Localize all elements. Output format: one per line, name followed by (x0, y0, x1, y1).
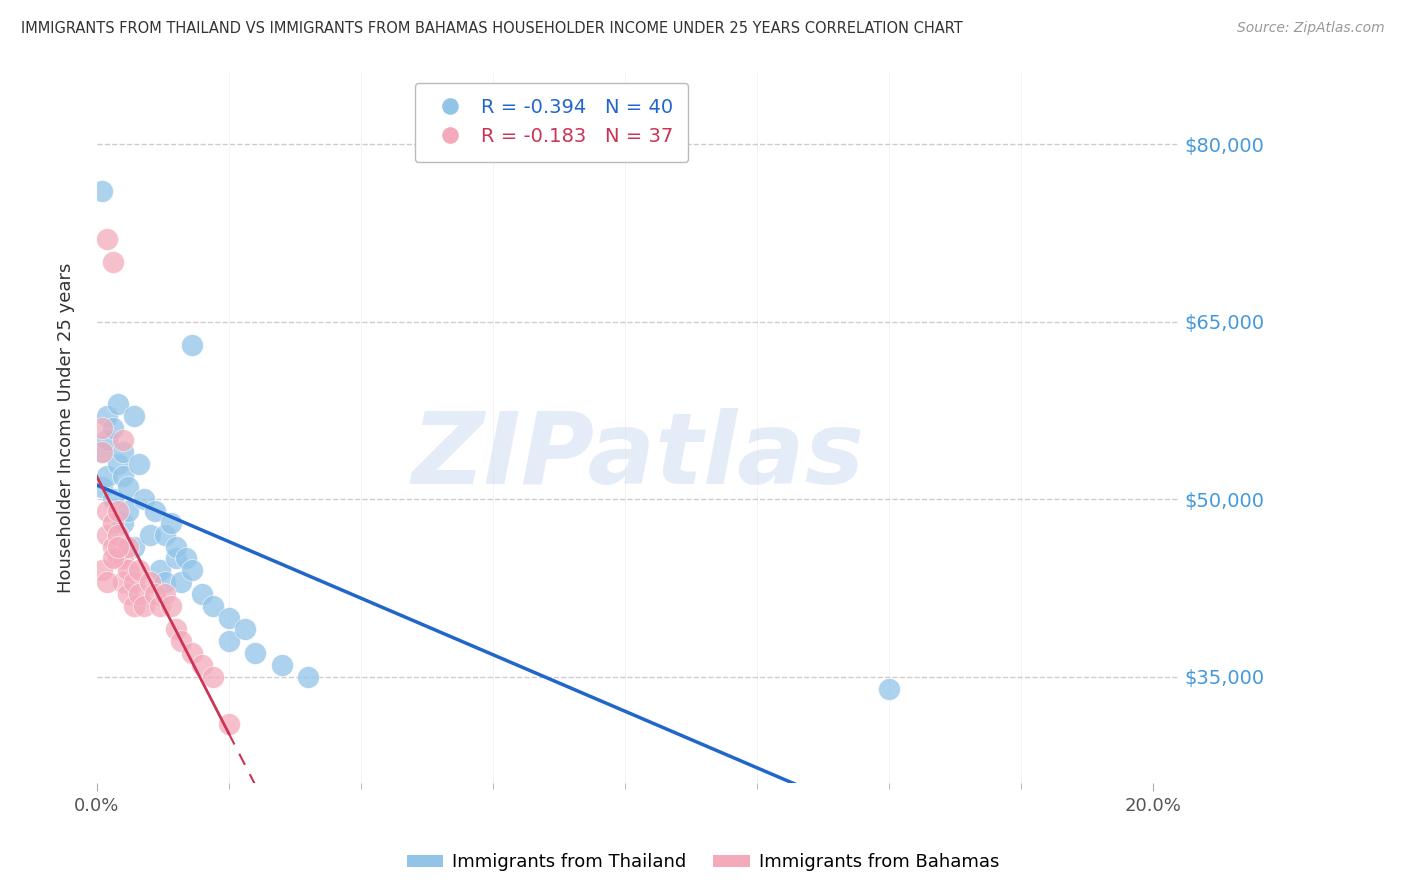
Point (176, 551, 198, 566)
Point (107, 457, 129, 471)
Point (117, 480, 139, 494)
Point (91, 445, 114, 459)
Point (180, 338, 202, 352)
Point (218, 634, 240, 648)
Point (101, 551, 124, 566)
Point (91, 563, 114, 577)
Point (143, 587, 166, 601)
Point (112, 551, 135, 566)
Point (191, 587, 214, 601)
Point (218, 717, 240, 731)
Point (155, 527, 177, 541)
Point (218, 610, 240, 624)
Point (96, 468, 118, 483)
Point (117, 563, 139, 577)
Text: IMMIGRANTS FROM THAILAND VS IMMIGRANTS FROM BAHAMAS HOUSEHOLDER INCOME UNDER 25 : IMMIGRANTS FROM THAILAND VS IMMIGRANTS F… (21, 21, 963, 36)
Point (159, 516, 181, 530)
Point (159, 599, 181, 613)
Point (128, 587, 150, 601)
Point (112, 575, 135, 590)
Point (101, 516, 124, 530)
Point (233, 623, 256, 637)
Point (107, 397, 129, 411)
Point (134, 492, 156, 507)
Point (297, 670, 319, 684)
Text: ZIPatlas: ZIPatlas (412, 408, 865, 505)
Point (96, 575, 118, 590)
Legend: Immigrants from Thailand, Immigrants from Bahamas: Immigrants from Thailand, Immigrants fro… (399, 847, 1007, 879)
Point (101, 540, 124, 554)
Point (155, 575, 177, 590)
Point (243, 646, 266, 660)
Point (138, 575, 160, 590)
Point (201, 670, 224, 684)
Point (122, 575, 145, 590)
Text: Source: ZipAtlas.com: Source: ZipAtlas.com (1237, 21, 1385, 35)
Point (91, 480, 114, 494)
Point (112, 433, 135, 447)
Point (96, 409, 118, 424)
Point (107, 527, 129, 541)
Point (877, 681, 900, 696)
Point (180, 646, 202, 660)
Point (128, 563, 150, 577)
Point (96, 232, 118, 246)
Point (180, 563, 202, 577)
Point (101, 255, 124, 269)
Point (191, 657, 214, 672)
Point (101, 492, 124, 507)
Y-axis label: Householder Income Under 25 years: Householder Income Under 25 years (58, 263, 75, 593)
Point (96, 527, 118, 541)
Point (112, 445, 135, 459)
Point (143, 504, 166, 518)
Point (117, 587, 139, 601)
Point (122, 599, 145, 613)
Point (112, 516, 135, 530)
Point (96, 433, 118, 447)
Point (117, 504, 139, 518)
Point (107, 504, 129, 518)
Point (91, 421, 114, 435)
Point (165, 623, 187, 637)
Point (165, 551, 187, 566)
Point (270, 657, 292, 672)
Point (107, 540, 129, 554)
Point (201, 599, 224, 613)
Point (107, 551, 129, 566)
Point (134, 599, 156, 613)
Point (122, 540, 145, 554)
Point (149, 599, 172, 613)
Point (112, 468, 135, 483)
Point (149, 563, 172, 577)
Point (138, 527, 160, 541)
Point (170, 575, 193, 590)
Point (117, 540, 139, 554)
Point (96, 504, 118, 518)
Point (122, 409, 145, 424)
Legend: R = -0.394   N = 40, R = -0.183   N = 37: R = -0.394 N = 40, R = -0.183 N = 37 (415, 83, 689, 161)
Point (128, 457, 150, 471)
Point (170, 634, 193, 648)
Point (91, 185, 114, 199)
Point (165, 540, 187, 554)
Point (155, 587, 177, 601)
Point (91, 445, 114, 459)
Point (101, 421, 124, 435)
